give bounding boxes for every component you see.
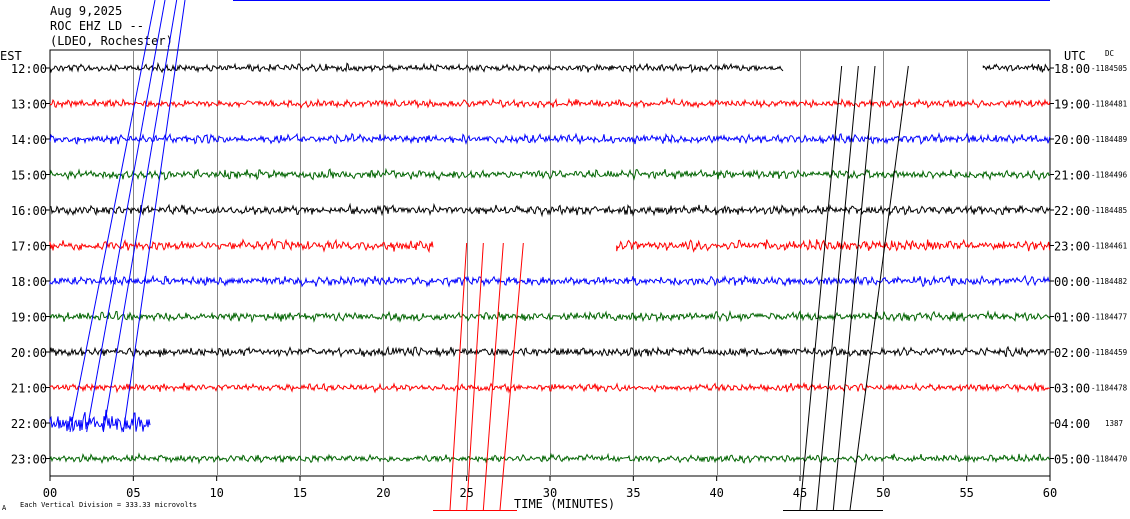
scale-note: Each Vertical Division = 333.33 microvol… <box>20 501 197 509</box>
trace-line <box>49 309 1051 324</box>
dc-offset-label: -1184477 <box>1091 313 1127 322</box>
dc-axis-title: DC <box>1105 49 1114 58</box>
event-line <box>449 242 468 511</box>
dc-offset-label: -1184478 <box>1091 384 1128 393</box>
utc-axis-title: UTC <box>1064 49 1086 63</box>
event-line <box>102 0 178 433</box>
est-time-label: 19:00 <box>11 311 47 325</box>
event-line <box>799 65 843 511</box>
est-time-label: 21:00 <box>11 382 47 396</box>
est-time-label: 12:00 <box>11 62 47 76</box>
dc-offset-label: -1184481 <box>1091 100 1127 109</box>
utc-time-label: 23:00 <box>1054 240 1090 254</box>
trace-line <box>49 96 1051 110</box>
plot-grid <box>49 49 1051 477</box>
trace-line <box>49 132 1051 146</box>
x-tick-label: 40 <box>709 486 723 500</box>
dc-offset-label: -1184489 <box>1091 135 1127 144</box>
dc-offset-label: -1184461 <box>1091 242 1127 251</box>
trace-line <box>49 202 1051 218</box>
utc-time-label: 02:00 <box>1054 346 1090 360</box>
dc-offset-label: -1184459 <box>1091 348 1127 357</box>
event-line <box>482 242 504 511</box>
x-tick-label: 60 <box>1043 486 1057 500</box>
utc-time-label: 21:00 <box>1054 169 1090 183</box>
x-tick-label: 50 <box>876 486 890 500</box>
chart-header: Aug 9,2025 ROC EHZ LD -- (LDEO, Rocheste… <box>50 4 173 48</box>
est-time-label: 18:00 <box>11 275 47 289</box>
event-line <box>86 0 166 433</box>
x-tick-label: 20 <box>376 486 390 500</box>
est-axis-title: EST <box>0 49 22 63</box>
dc-offset-label: 1387 <box>1105 419 1123 428</box>
event-line <box>466 242 484 511</box>
est-time-label: 23:00 <box>11 453 47 467</box>
event-lines <box>69 0 909 511</box>
utc-time-label: 04:00 <box>1054 417 1090 431</box>
est-time-label: 14:00 <box>11 133 47 147</box>
utc-time-label: 22:00 <box>1054 204 1090 218</box>
trace-line <box>49 381 1051 394</box>
x-tick-label: 05 <box>126 486 140 500</box>
utc-time-label: 01:00 <box>1054 311 1090 325</box>
trace-line <box>49 345 1051 358</box>
trace-line <box>49 274 1051 288</box>
x-tick-label: 30 <box>543 486 557 500</box>
utc-time-label: 19:00 <box>1054 98 1090 112</box>
dc-offset-label: -1184505 <box>1091 64 1127 73</box>
est-time-label: 17:00 <box>11 240 47 254</box>
est-time-label: 16:00 <box>11 204 47 218</box>
est-time-label: 15:00 <box>11 169 47 183</box>
utc-time-label: 20:00 <box>1054 133 1090 147</box>
x-tick-label: 00 <box>43 486 57 500</box>
trace-line <box>49 237 434 254</box>
x-tick-label: 10 <box>209 486 223 500</box>
x-tick-label: 45 <box>793 486 807 500</box>
event-line <box>499 242 524 511</box>
x-tick-label: 35 <box>626 486 640 500</box>
x-tick-label: 15 <box>293 486 307 500</box>
trace-line <box>616 238 1051 253</box>
header-date: Aug 9,2025 <box>50 4 122 18</box>
event-line <box>816 65 859 511</box>
dc-offset-label: -1184482 <box>1091 277 1127 286</box>
trace-line <box>49 61 784 74</box>
event-line <box>69 0 156 433</box>
trace-line <box>982 63 1050 73</box>
event-line <box>849 65 909 511</box>
est-time-label: 20:00 <box>11 346 47 360</box>
seismic-traces <box>49 61 1051 465</box>
header-station: ROC EHZ LD -- <box>50 19 144 33</box>
est-time-label: 22:00 <box>11 417 47 431</box>
trace-line <box>49 409 151 433</box>
dc-offset-label: -1184496 <box>1091 171 1128 180</box>
x-tick-label: 25 <box>459 486 473 500</box>
utc-time-label: 18:00 <box>1054 62 1090 76</box>
x-axis: 00 05 10 15 20 25 30 35 40 45 50 55 60 <box>43 476 1057 500</box>
trace-line <box>49 452 1051 465</box>
x-tick-label: 55 <box>959 486 973 500</box>
est-time-label: 13:00 <box>11 98 47 112</box>
dc-offset-label: -1184470 <box>1091 455 1128 464</box>
event-line <box>832 65 876 511</box>
trace-line <box>49 167 1051 182</box>
corner-mark: A <box>2 504 7 512</box>
utc-time-label: 05:00 <box>1054 453 1090 467</box>
header-network: (LDEO, Rochester) <box>50 34 173 48</box>
utc-time-label: 03:00 <box>1054 382 1090 396</box>
dc-offset-label: -1184485 <box>1091 206 1127 215</box>
utc-time-label: 00:00 <box>1054 275 1090 289</box>
event-line <box>122 0 186 433</box>
x-axis-title: TIME (MINUTES) <box>514 497 615 511</box>
